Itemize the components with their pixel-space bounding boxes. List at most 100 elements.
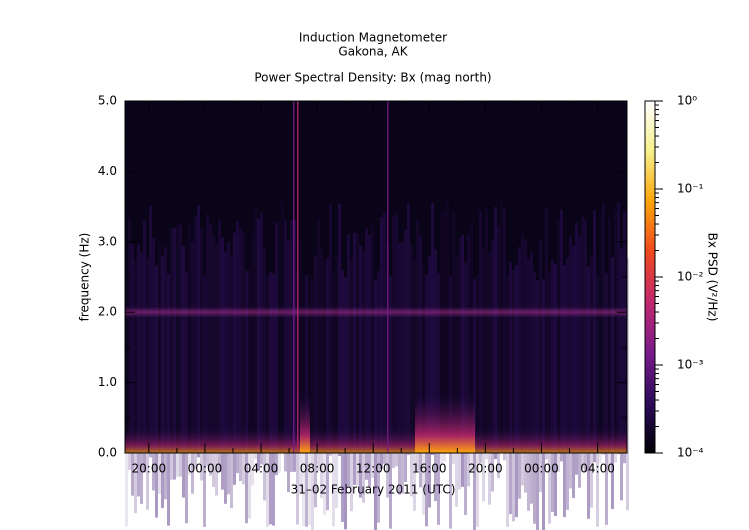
spectrogram-column xyxy=(338,203,341,456)
spectrogram-column xyxy=(179,224,182,477)
spectrogram-column xyxy=(407,203,410,456)
spectrogram-column xyxy=(518,246,521,499)
spectrogram-column xyxy=(551,260,554,513)
spectrogram-column xyxy=(371,225,374,478)
spectrogram-column xyxy=(290,220,293,473)
spectrogram-column xyxy=(284,219,287,472)
spectrogram-column xyxy=(191,241,194,494)
y-tick-label: 1.0 xyxy=(98,375,117,389)
spectrogram-column xyxy=(224,251,227,504)
spectrogram-column xyxy=(521,233,524,486)
spectrogram-column xyxy=(170,227,173,480)
spectrogram-column xyxy=(347,234,350,487)
spectrogram-column xyxy=(608,217,611,470)
spectrogram-column xyxy=(350,259,353,512)
spectrogram-column xyxy=(515,265,518,518)
y-axis-label: frequency (Hz) xyxy=(78,233,92,322)
spectrogram-column xyxy=(470,219,473,472)
spectrogram-column xyxy=(212,234,215,487)
spectrogram-line xyxy=(293,101,295,453)
x-tick-label: 04:00 xyxy=(244,462,279,476)
spectrogram-column xyxy=(422,262,425,515)
spectrogram-column xyxy=(596,274,599,527)
spectrogram-column xyxy=(560,209,563,462)
spectrogram-column xyxy=(554,263,557,516)
spectrogram-line xyxy=(387,101,389,453)
spectrogram-column xyxy=(146,257,149,510)
spectrogram-column xyxy=(566,257,569,510)
spectrogram-column xyxy=(125,274,128,527)
spectrogram-column xyxy=(158,242,161,495)
spectrogram-column xyxy=(326,258,329,511)
x-tick-label: 08:00 xyxy=(300,462,335,476)
spectrogram-column xyxy=(200,228,203,481)
spectrogram-floor xyxy=(125,428,627,453)
spectrogram-column xyxy=(392,215,395,468)
spectrogram-column xyxy=(152,238,155,491)
spectrogram-column xyxy=(395,214,398,467)
colorbar-label: Bx PSD (V²/Hz) xyxy=(706,233,720,322)
spectrogram-column xyxy=(236,221,239,474)
spectrogram-column xyxy=(500,201,503,454)
spectrogram-column xyxy=(245,271,248,524)
spectrogram-column xyxy=(227,242,230,495)
spectrogram-column xyxy=(485,207,488,460)
spectrogram-column xyxy=(140,251,143,504)
spectrogram-column xyxy=(155,265,158,518)
spectrogram-column xyxy=(602,202,605,455)
spectrogram-band xyxy=(125,306,627,318)
spectrogram-column xyxy=(149,205,152,458)
spectrogram-column xyxy=(356,233,359,486)
colorbar-tick-label: 10⁻¹ xyxy=(677,182,704,196)
x-tick-label: 20:00 xyxy=(132,462,167,476)
spectrogram-column xyxy=(419,235,422,488)
spectrogram-column xyxy=(467,234,470,487)
spectrogram-column xyxy=(482,249,485,502)
spectrogram-column xyxy=(137,244,140,497)
spectrogram xyxy=(125,101,629,530)
x-tick-label: 00:00 xyxy=(524,462,559,476)
spectrogram-column xyxy=(434,249,437,502)
spectrogram-column xyxy=(380,216,383,469)
spectrogram-column xyxy=(524,240,527,493)
spectrogram-column xyxy=(320,246,323,499)
spectrogram-column xyxy=(323,262,326,515)
spectrogram-column xyxy=(275,223,278,476)
spectrogram-column xyxy=(230,256,233,509)
x-axis-label: 31–02 February 2011 (UTC) xyxy=(291,483,456,497)
y-tick-label: 0.0 xyxy=(98,446,117,460)
spectrogram-column xyxy=(314,255,317,508)
spectrogram-column xyxy=(398,242,401,495)
spectrogram-column xyxy=(278,220,281,473)
spectrogram-column xyxy=(353,232,356,485)
spectrogram-column xyxy=(167,273,170,526)
spectrogram-column xyxy=(221,237,224,490)
spectrogram-column xyxy=(203,274,206,527)
spectrogram-column xyxy=(332,274,335,527)
y-tick-label: 3.0 xyxy=(98,234,117,248)
spectrogram-column xyxy=(143,220,146,473)
spectrogram-column xyxy=(512,269,515,522)
spectrogram-column xyxy=(572,246,575,499)
y-tick-label: 4.0 xyxy=(98,164,117,178)
spectrogram-column xyxy=(497,226,500,479)
spectrogram-column xyxy=(452,211,455,464)
spectrogram-column xyxy=(188,222,191,475)
chart-subtitle: Gakona, AK xyxy=(338,45,408,59)
spectrogram-column xyxy=(590,255,593,508)
spectrogram-column xyxy=(488,252,491,505)
spectrogram-column xyxy=(329,203,332,456)
spectrogram-column xyxy=(317,218,320,471)
spectrogram-column xyxy=(257,218,260,471)
spectrogram-column xyxy=(251,233,254,486)
spectrogram-column xyxy=(389,276,392,529)
spectrogram-column xyxy=(413,258,416,511)
spectrogram-column xyxy=(431,203,434,456)
spectrogram-column xyxy=(536,280,539,530)
spectrogram-column xyxy=(479,210,482,463)
spectrogram-column xyxy=(377,270,380,523)
x-tick-label: 04:00 xyxy=(580,462,615,476)
spectrogram-column xyxy=(605,272,608,525)
spectrogram-column xyxy=(575,222,578,475)
